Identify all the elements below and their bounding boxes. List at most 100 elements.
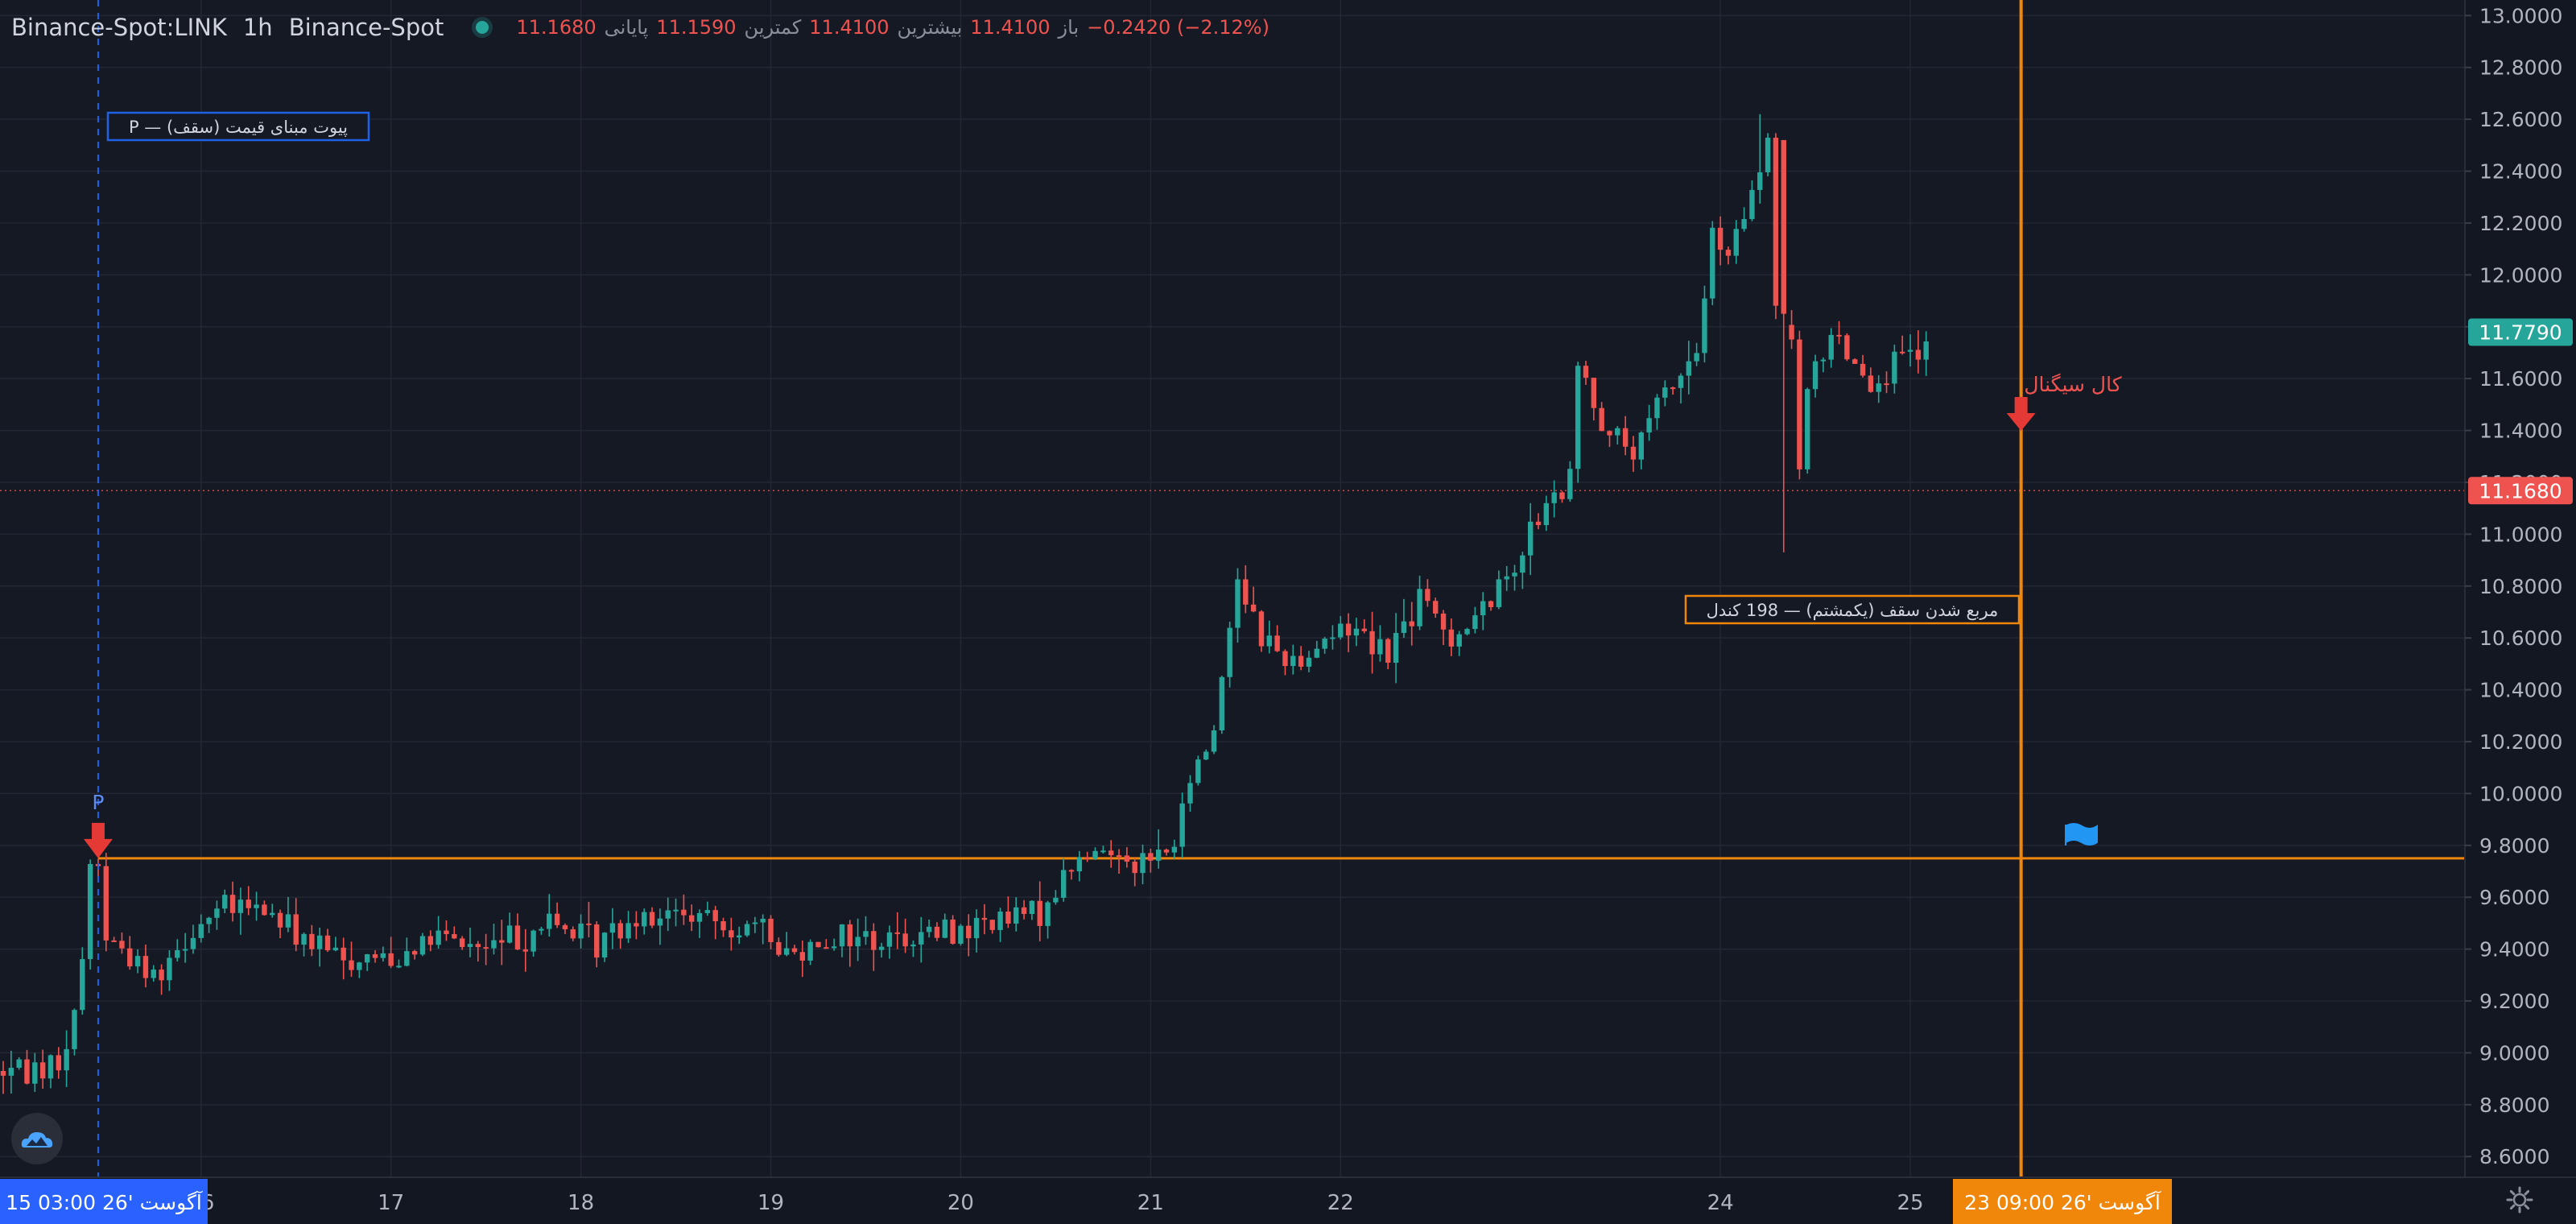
candle-body (1084, 857, 1090, 859)
candle-body (522, 949, 528, 952)
signal-time-label: 23 آگوست '26 09:00 (1964, 1190, 2161, 1214)
candle-body (151, 970, 156, 978)
signal-label: کال سیگنال (2024, 373, 2121, 396)
candle-body (341, 947, 346, 961)
time-tick-label: 22 (1327, 1191, 1354, 1215)
price-tick-label: 12.8000 (2479, 56, 2562, 80)
candle-body (1907, 349, 1913, 352)
candle-body (902, 933, 908, 947)
candle-body (752, 922, 758, 924)
candle-body (863, 931, 869, 937)
candle-body (1781, 139, 1786, 314)
candle-body (1543, 502, 1550, 526)
timeframe-label[interactable]: 1h (242, 14, 273, 41)
candle-body (878, 946, 885, 950)
candle-body (942, 919, 947, 938)
candle-body (1512, 573, 1517, 577)
signal-arrow-icon (2006, 397, 2036, 431)
candle-body (547, 913, 552, 929)
candle-body (388, 953, 394, 966)
candle-body (396, 966, 402, 968)
squared-annotation-text: مربع شدن سقف (یکمشتم) — 198 کندل (1707, 601, 1999, 621)
candle-body (1670, 387, 1676, 390)
candle-body (1243, 579, 1249, 605)
candle-body (111, 940, 117, 942)
price-tick-label: 9.8000 (2479, 834, 2549, 858)
close-value: 11.1680 (516, 16, 597, 39)
time-tick-label: 24 (1707, 1191, 1734, 1215)
candle-body (142, 956, 149, 978)
candle-body (1100, 850, 1106, 853)
candle-body (229, 895, 236, 913)
price-tick-label: 12.2000 (2479, 212, 2562, 235)
candle-body (24, 1059, 30, 1084)
candle-body (1757, 172, 1763, 190)
candle-body (634, 923, 639, 927)
candle-body (1132, 861, 1137, 874)
chart-settings-gear-icon[interactable] (2504, 1184, 2536, 1216)
annotation-layer: P — پیوت مبنای قیمت (سقف) P مربع شدن سقف (… (83, 0, 2122, 1177)
candle-body (1472, 615, 1478, 630)
candle-body (1195, 759, 1201, 784)
candle-body (1092, 850, 1098, 859)
candle-body (1274, 635, 1280, 651)
pivot-arrow-icon (83, 822, 113, 858)
price-tick-label: 11.4000 (2479, 420, 2562, 443)
candle-body (1361, 628, 1367, 631)
candle-body (1353, 628, 1360, 636)
candle-body (926, 926, 932, 932)
candle-body (80, 959, 85, 1011)
candle-body (1393, 633, 1399, 663)
flag-icon[interactable] (2065, 823, 2098, 846)
candle-body (309, 933, 315, 949)
candle-body (1797, 339, 1802, 469)
candle-body (1448, 629, 1455, 647)
candle-body (1591, 378, 1597, 408)
candle-body (642, 912, 647, 927)
candle-body (1615, 428, 1620, 436)
candle-body (262, 904, 267, 916)
candle-body (530, 930, 536, 952)
candle-body (1148, 853, 1154, 861)
candle-body (270, 912, 275, 916)
candle-body (919, 932, 924, 945)
candle-body (452, 934, 457, 939)
candle-body (506, 925, 513, 943)
high-value: 11.4100 (809, 16, 890, 39)
time-tick-label: 21 (1137, 1191, 1164, 1215)
candle-body (1733, 229, 1739, 256)
open-value: 11.4100 (970, 16, 1051, 39)
candle-body (475, 944, 481, 948)
candle-body (16, 1059, 22, 1068)
candle-body (1417, 589, 1422, 626)
candle-body (119, 941, 125, 949)
candle-body (696, 912, 703, 922)
ohlc-values: 11.1680 پایانی 11.1590 کمترین 11.4100 بی… (516, 16, 1269, 39)
candle-body (182, 949, 188, 951)
candle-body (1456, 634, 1462, 647)
candle-body (1527, 521, 1534, 556)
candle-body (1868, 375, 1874, 392)
candle-body (1844, 335, 1850, 360)
candle-body (1258, 611, 1265, 647)
candle-body (973, 917, 980, 939)
symbol-name[interactable]: Binance-Spot:LINK (11, 14, 227, 41)
candle-body (981, 917, 988, 920)
candle-body (776, 941, 782, 955)
high-label: بیشترین (897, 16, 963, 39)
candle-body (0, 1070, 6, 1076)
candle-body (1227, 627, 1232, 677)
brand-logo-button[interactable] (11, 1113, 63, 1164)
candle-body (539, 928, 544, 931)
candle-body (1314, 648, 1319, 658)
candlestick-series (0, 114, 1929, 1094)
price-axis-panel (2465, 0, 2576, 1224)
candle-body (1686, 361, 1691, 376)
time-tick-label: 17 (378, 1191, 404, 1215)
pivot-annotation-text: P — پیوت مبنای قیمت (سقف) (129, 118, 348, 137)
candle-body (594, 924, 600, 958)
candle-body (349, 960, 354, 970)
candle-body (357, 962, 362, 970)
candle-body (824, 947, 829, 949)
